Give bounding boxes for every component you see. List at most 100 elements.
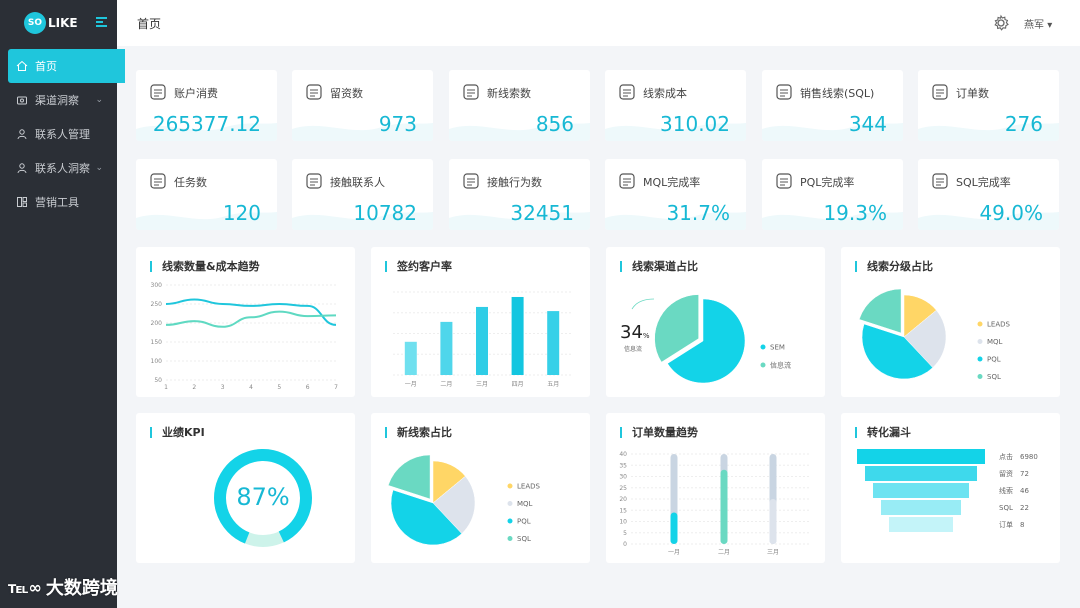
wave-decoration (605, 212, 746, 230)
funnel-stage (881, 500, 961, 515)
funnel-value: 6980 (1020, 453, 1038, 461)
sidebar-item-home[interactable]: 首页 (8, 49, 125, 83)
funnel-label: SQL (999, 504, 1013, 512)
pie-icon (930, 171, 950, 191)
stat-card[interactable]: PQL完成率 19.3% (762, 159, 903, 230)
series-line (165, 298, 337, 326)
stat-card[interactable]: 接触联系人 10782 (292, 159, 433, 230)
stat-card[interactable]: 留资数 973 (292, 70, 433, 141)
user-search-icon (774, 82, 794, 102)
x-tick-label: 三月 (767, 549, 779, 556)
pie-slice (432, 475, 476, 534)
caret-down-icon: ▾ (1047, 20, 1053, 31)
legend-label: MQL (517, 500, 533, 508)
pie-slice (667, 298, 746, 384)
sidebar-nav: 首页 渠道洞察 ⌄ 联系人管理 联系人洞察 ⌄ 营销工具 (0, 49, 125, 219)
stat-card[interactable]: 新线索数 856 (449, 70, 590, 141)
x-tick-label: 3 (221, 384, 225, 391)
database-list-icon (304, 82, 324, 102)
stat-card[interactable]: 订单数 276 (918, 70, 1059, 141)
stat-card[interactable]: 任务数 120 (136, 159, 277, 230)
stat-value: 10782 (353, 201, 417, 225)
sidebar-item-channel-insight[interactable]: 渠道洞察 ⌄ (0, 83, 117, 117)
legend-dot (977, 321, 983, 327)
x-tick-label: 7 (334, 384, 338, 391)
user-name: 燕军 (1024, 20, 1044, 31)
coins-icon (617, 82, 637, 102)
legend-label: MQL (987, 338, 1003, 346)
sign-panel: 签约客户率 一月 二月 三月 四月 五月 (371, 247, 590, 397)
y-tick-label: 150 (151, 339, 163, 346)
user-insight-icon (15, 161, 29, 175)
legend-dot (507, 483, 513, 489)
legend-label: SEM (770, 344, 785, 352)
legend-dot (760, 344, 766, 350)
legend-label: SQL (987, 373, 1001, 381)
orders-bar-chart: 0 5 10 15 20 25 30 35 40 一月 二月 三月 (619, 451, 811, 556)
stat-value: 276 (1004, 112, 1043, 136)
x-tick-label: 6 (306, 384, 310, 391)
x-tick-label: 三月 (476, 381, 488, 388)
y-tick-label: 100 (151, 358, 163, 365)
wave-decoration (762, 123, 903, 141)
x-tick-label: 四月 (512, 381, 524, 388)
stat-card[interactable]: 线索成本 310.02 (605, 70, 746, 141)
panel-title: 线索数量&成本趋势 (150, 261, 260, 272)
stat-card[interactable]: 销售线索(SQL) 344 (762, 70, 903, 141)
settings-gear-icon[interactable] (992, 14, 1010, 36)
sidebar-item-contact-insight[interactable]: 联系人洞察 ⌄ (0, 151, 117, 185)
menu-toggle-icon[interactable] (96, 17, 107, 29)
bar (440, 321, 453, 375)
newlead-pie-chart: LEADS MQL PQL SQL (387, 454, 541, 546)
user-menu[interactable]: 燕军 ▾ (1024, 16, 1052, 31)
stat-card[interactable]: MQL完成率 31.7% (605, 159, 746, 230)
stat-card[interactable]: SQL完成率 49.0% (918, 159, 1059, 230)
channel-big-value: 34% (620, 322, 650, 343)
pie-slice (858, 288, 902, 334)
topbar: 首页 燕军 ▾ (117, 0, 1080, 46)
pie-slice (654, 294, 699, 363)
panel-title: 线索渠道占比 (620, 261, 698, 272)
wave-decoration (605, 123, 746, 141)
tools-icon (15, 195, 29, 209)
stat-value: 973 (378, 112, 417, 136)
stat-label: 接触行为数 (487, 176, 542, 189)
stat-label: 订单数 (956, 87, 989, 100)
bar (547, 311, 560, 375)
funnel-panel: 转化漏斗 点击 6980 留资 72 线索 46 SQL 22 订单 8 (841, 413, 1060, 563)
sidebar-item-marketing-tools[interactable]: 营销工具 (0, 185, 117, 219)
legend-dot (977, 374, 983, 379)
stat-value: 31.7% (666, 201, 730, 225)
x-tick-label: 一月 (405, 381, 417, 388)
channel-pie-chart: SEM 信息流 (631, 294, 791, 384)
legend-label: PQL (987, 356, 1001, 364)
stat-card[interactable]: 账户消费 265377.12 (136, 70, 277, 141)
panel-title: 新线索占比 (385, 427, 452, 438)
stat-card[interactable]: 接触行为数 32451 (449, 159, 590, 230)
y-tick-label: 30 (619, 474, 627, 481)
pie-icon (617, 171, 637, 191)
grade-pie-chart: LEADS MQL PQL SQL (858, 288, 1011, 381)
logo[interactable]: SO LIKE (24, 12, 78, 34)
sidebar-item-label: 营销工具 (35, 196, 79, 209)
stat-value: 19.3% (823, 201, 887, 225)
y-tick-label: 5 (623, 530, 627, 537)
task-icon (148, 171, 168, 191)
x-tick-label: 4 (249, 384, 253, 391)
wave-decoration (292, 123, 433, 141)
clipboard-icon (930, 82, 950, 102)
stat-label: PQL完成率 (800, 176, 855, 189)
bar (511, 296, 524, 375)
stat-label: SQL完成率 (956, 176, 1011, 189)
chevron-down-icon: ⌄ (95, 95, 103, 105)
stat-value: 310.02 (660, 112, 730, 136)
y-tick-label: 40 (619, 451, 627, 458)
y-tick-label: 250 (151, 301, 163, 308)
bar (670, 512, 678, 544)
bar (476, 306, 488, 375)
pie-slice (387, 454, 431, 500)
funnel-value: 8 (1020, 521, 1024, 529)
user-icon (15, 127, 29, 141)
sidebar-item-contacts[interactable]: 联系人管理 (0, 117, 117, 151)
kpi-value: 87% (236, 483, 290, 511)
